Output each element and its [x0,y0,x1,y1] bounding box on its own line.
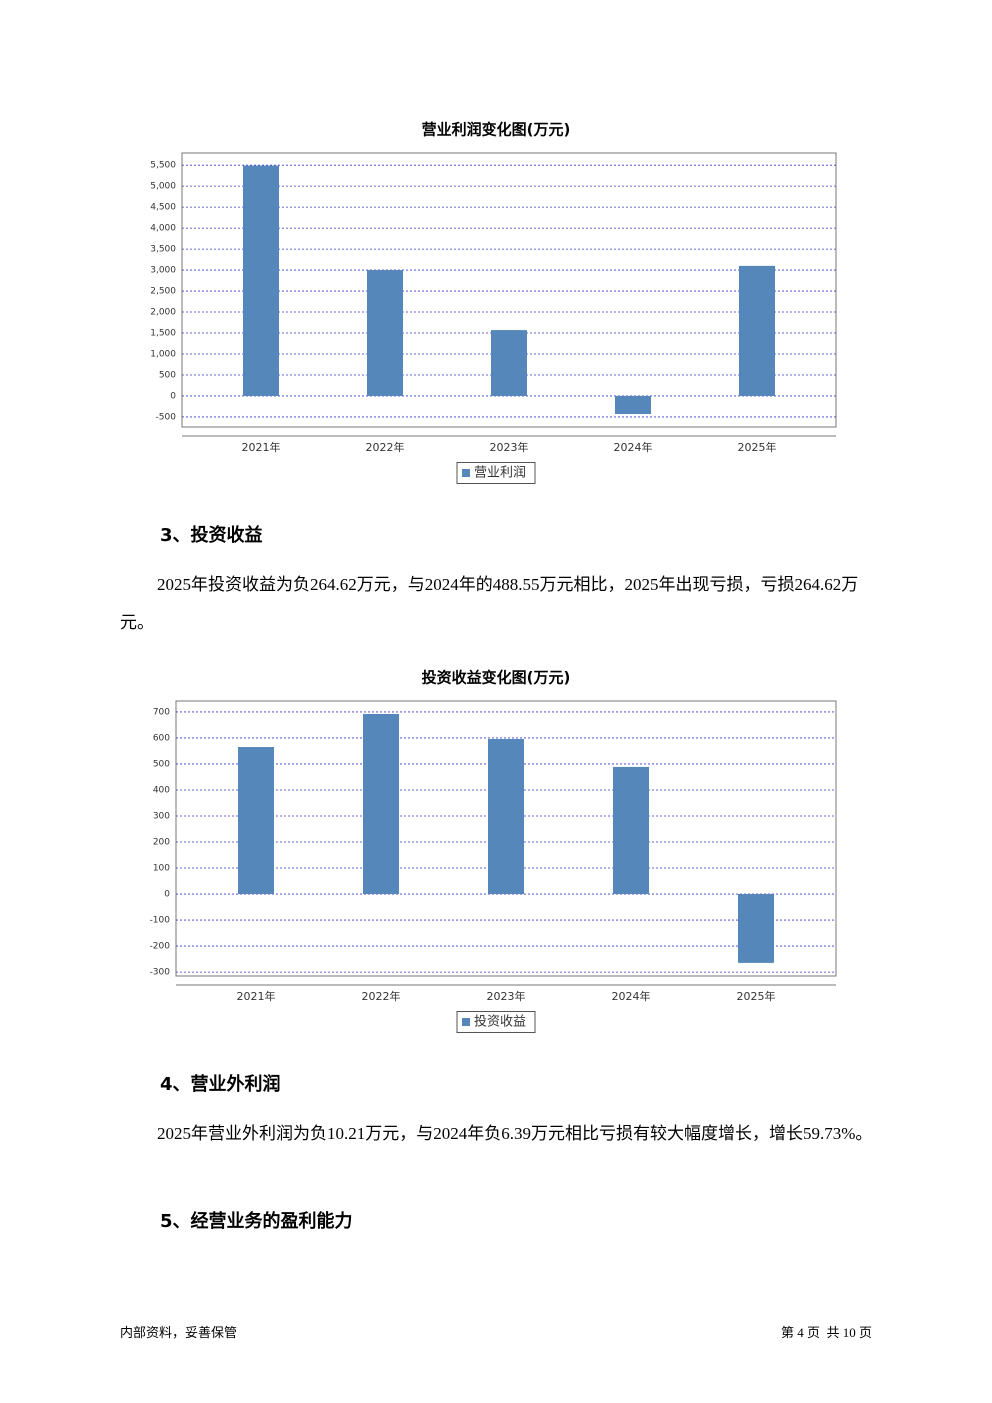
y-tick-label: 300 [153,811,170,821]
legend-label: 投资收益 [474,1014,526,1030]
y-tick-label: 1,000 [150,349,176,359]
x-tick-label: 2025年 [737,989,776,1003]
bar [738,894,774,963]
legend-swatch [462,1018,470,1026]
x-tick-label: 2022年 [366,440,405,454]
y-tick-label: 5,000 [150,182,176,192]
y-tick-label: 4,500 [150,203,176,213]
x-tick-label: 2024年 [614,440,653,454]
bar [367,270,403,396]
bar [238,747,274,895]
chart-title: 营业利润变化图(万元) [422,121,571,139]
x-tick-label: 2024年 [612,989,651,1003]
bar [613,766,649,895]
paragraph: 2025年营业外利润为负10.21万元，与2024年负6.39万元相比亏损有较大… [157,1124,873,1143]
y-tick-label: 500 [159,370,176,380]
heading: 5、经营业务的盈利能力 [160,1211,353,1232]
y-tick-label: 2,500 [150,287,176,297]
x-tick-label: 2023年 [490,440,529,454]
heading: 3、投资收益 [160,525,263,546]
legend-swatch [462,469,470,477]
y-tick-label: 100 [153,864,170,874]
y-tick-label: 1,500 [150,329,176,339]
bar [488,738,524,895]
y-tick-label: -200 [150,942,171,952]
footer-right: 第 4 页 共 10 页 [780,1325,872,1340]
y-tick-label: -100 [150,916,171,926]
y-tick-label: 200 [153,838,170,848]
x-tick-label: 2025年 [738,440,777,454]
y-tick-label: 600 [153,733,170,743]
x-tick-label: 2021年 [237,989,276,1003]
y-tick-label: 4,000 [150,224,176,234]
y-tick-label: 5,500 [150,161,176,171]
plot-frame [175,700,837,977]
x-tick-label: 2021年 [242,440,281,454]
bar [615,395,651,414]
footer-left: 内部资料，妥善保管 [120,1325,238,1340]
x-tick-label: 2022年 [362,989,401,1003]
legend-label: 营业利润 [474,466,526,481]
y-tick-label: -300 [150,968,171,978]
paragraph: 2025年投资收益为负264.62万元，与2024年的488.55万元相比，20… [120,575,859,632]
chart-title: 投资收益变化图(万元) [422,669,571,687]
bar [243,165,279,396]
legend-box [456,462,536,484]
y-tick-label: 3,500 [150,245,176,255]
legend-box [456,1011,536,1033]
heading: 4、营业外利润 [160,1074,281,1095]
y-tick-label: 700 [153,707,170,717]
x-tick-label: 2023年 [487,989,526,1003]
y-tick-label: 400 [153,785,170,795]
bar [363,714,399,895]
y-tick-label: 500 [153,759,170,769]
y-tick-label: 0 [164,890,170,900]
y-tick-label: 3,000 [150,266,176,276]
bar [739,265,775,396]
y-tick-label: 2,000 [150,308,176,318]
y-tick-label: -500 [156,412,177,422]
plot-frame [181,152,837,428]
bar [491,330,527,396]
y-tick-label: 0 [170,391,176,401]
